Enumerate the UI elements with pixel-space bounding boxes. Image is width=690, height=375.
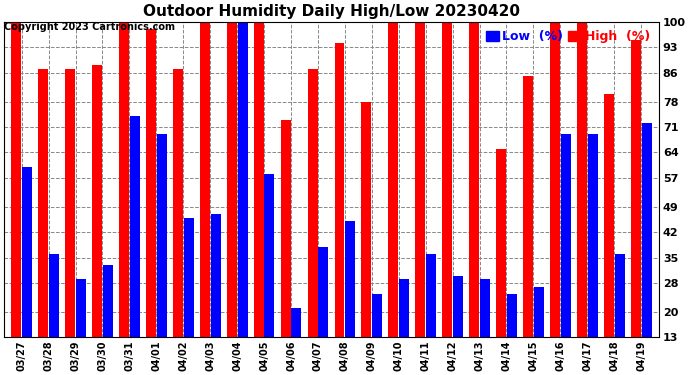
Bar (237, 22, 248, 375)
Bar (49, 254, 59, 375)
Bar (227, 22, 237, 375)
Bar (480, 279, 490, 375)
Bar (615, 254, 624, 375)
Bar (469, 22, 479, 375)
Bar (291, 308, 302, 375)
Title: Outdoor Humidity Daily High/Low 20230420: Outdoor Humidity Daily High/Low 20230420 (143, 4, 520, 19)
Bar (119, 22, 129, 375)
Bar (534, 286, 544, 375)
Bar (92, 65, 102, 375)
Text: Copyright 2023 Cartronics.com: Copyright 2023 Cartronics.com (4, 22, 175, 32)
Bar (254, 22, 264, 375)
Bar (642, 123, 651, 375)
Bar (604, 94, 614, 375)
Bar (11, 22, 21, 375)
Bar (561, 134, 571, 375)
Bar (588, 134, 598, 375)
Bar (308, 69, 317, 375)
Bar (200, 22, 210, 375)
Bar (173, 69, 183, 375)
Bar (146, 29, 156, 375)
Bar (523, 76, 533, 375)
Bar (577, 22, 587, 375)
Bar (184, 217, 194, 375)
Bar (550, 22, 560, 375)
Bar (318, 247, 328, 375)
Bar (157, 134, 167, 375)
Bar (345, 221, 355, 375)
Bar (281, 120, 290, 375)
Bar (103, 265, 113, 375)
Bar (426, 254, 436, 375)
Legend: Low  (%), High  (%): Low (%), High (%) (484, 28, 653, 46)
Bar (442, 22, 452, 375)
Bar (372, 294, 382, 375)
Bar (264, 174, 275, 375)
Bar (507, 294, 517, 375)
Bar (38, 69, 48, 375)
Bar (65, 69, 75, 375)
Bar (388, 22, 398, 375)
Bar (210, 214, 221, 375)
Bar (631, 40, 641, 375)
Bar (415, 22, 425, 375)
Bar (399, 279, 409, 375)
Bar (130, 116, 140, 375)
Bar (453, 276, 463, 375)
Bar (335, 44, 344, 375)
Bar (362, 102, 371, 375)
Bar (496, 149, 506, 375)
Bar (76, 279, 86, 375)
Bar (22, 167, 32, 375)
